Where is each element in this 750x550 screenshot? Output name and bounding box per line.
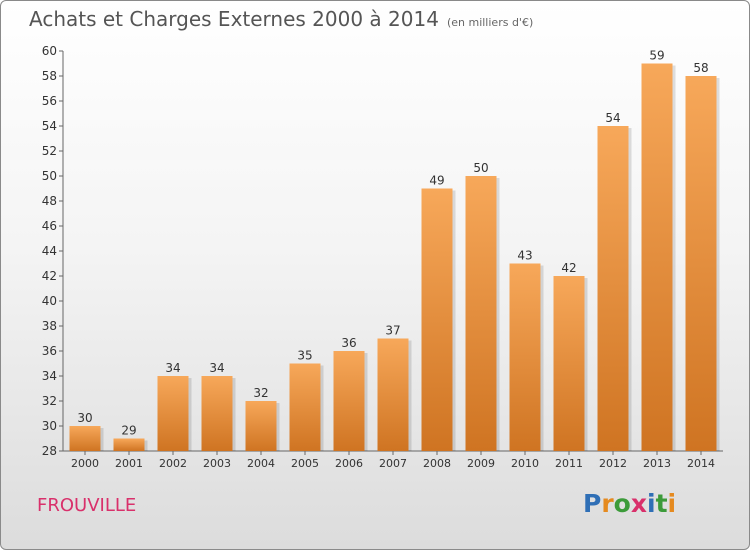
x-tick-label: 2006 (335, 457, 363, 470)
data-label: 50 (473, 161, 488, 175)
logo-letter: x (630, 489, 647, 518)
commune-name: FROUVILLE (37, 495, 137, 516)
data-label: 49 (429, 174, 444, 188)
y-tick-label: 32 (42, 394, 57, 408)
y-tick-label: 30 (42, 419, 57, 433)
bar (597, 126, 629, 451)
y-tick-label: 28 (42, 444, 57, 458)
logo-letter: i (647, 489, 656, 518)
data-label: 58 (693, 61, 708, 75)
logo-letter: t (655, 489, 668, 518)
x-tick-label: 2000 (71, 457, 99, 470)
x-tick-label: 2012 (599, 457, 627, 470)
y-tick-label: 40 (42, 294, 57, 308)
bar (553, 276, 585, 451)
bar (113, 438, 145, 451)
bar (509, 263, 541, 451)
x-tick-label: 2010 (511, 457, 539, 470)
x-tick-label: 2009 (467, 457, 495, 470)
x-tick-label: 2002 (159, 457, 187, 470)
y-tick-label: 48 (42, 194, 57, 208)
y-tick-label: 36 (42, 344, 57, 358)
data-label: 35 (297, 349, 312, 363)
y-tick-label: 34 (42, 369, 57, 383)
chart-unit: (en milliers d'€) (446, 16, 534, 29)
x-tick-label: 2001 (115, 457, 143, 470)
bar (421, 188, 453, 451)
y-tick-label: 56 (42, 94, 57, 108)
y-tick-label: 58 (42, 69, 57, 83)
data-label: 30 (77, 411, 92, 425)
y-tick-label: 42 (42, 269, 57, 283)
y-tick-label: 50 (42, 169, 57, 183)
bar (157, 376, 189, 451)
bar (333, 351, 365, 451)
x-tick-label: 2003 (203, 457, 231, 470)
bar (465, 176, 497, 451)
y-tick-label: 38 (42, 319, 57, 333)
bar (245, 401, 277, 451)
data-label: 43 (517, 249, 532, 263)
data-label: 36 (341, 336, 356, 350)
y-tick-label: 46 (42, 219, 57, 233)
chart-title: Achats et Charges Externes 2000 à 2014 (e… (29, 7, 533, 31)
data-label: 42 (561, 261, 576, 275)
x-tick-label: 2004 (247, 457, 275, 470)
bar (685, 76, 717, 451)
x-tick-label: 2011 (555, 457, 583, 470)
data-label: 32 (253, 386, 268, 400)
y-tick-label: 60 (42, 44, 57, 58)
data-label: 34 (165, 361, 180, 375)
x-tick-label: 2014 (687, 457, 715, 470)
x-tick-label: 2007 (379, 457, 407, 470)
data-label: 54 (605, 111, 620, 125)
logo-letter: i (667, 489, 677, 518)
x-tick-label: 2008 (423, 457, 451, 470)
x-tick-label: 2005 (291, 457, 319, 470)
logo-letter: r (601, 489, 614, 518)
logo-letter: o (613, 489, 631, 518)
data-label: 34 (209, 361, 224, 375)
y-tick-label: 54 (42, 119, 57, 133)
proxiti-logo: Proxiti (583, 489, 676, 518)
logo-letter: P (583, 489, 602, 518)
data-label: 59 (649, 49, 664, 63)
y-tick-label: 44 (42, 244, 57, 258)
data-label: 37 (385, 324, 400, 338)
x-tick-label: 2013 (643, 457, 671, 470)
bar (289, 363, 321, 451)
data-label: 29 (121, 424, 136, 438)
bar (377, 338, 409, 451)
bar (69, 426, 101, 451)
chart-title-text: Achats et Charges Externes 2000 à 2014 (29, 7, 439, 31)
y-tick-label: 52 (42, 144, 57, 158)
bar (641, 63, 673, 451)
bar (201, 376, 233, 451)
